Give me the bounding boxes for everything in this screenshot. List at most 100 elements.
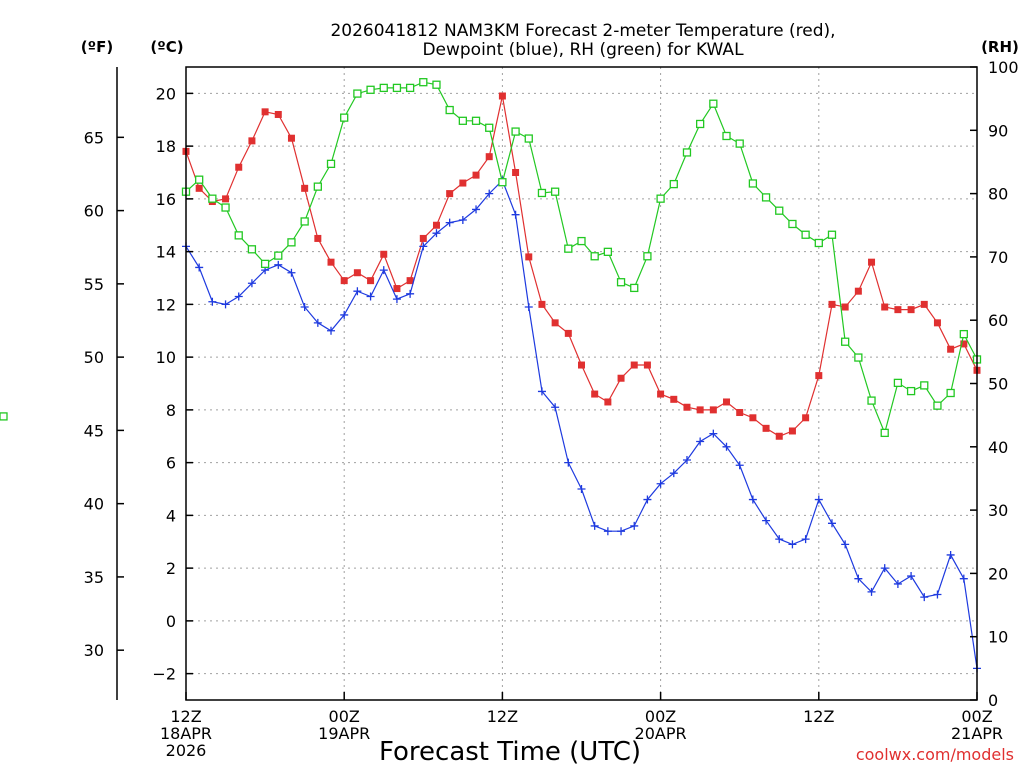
time-tick-label: 00Z: [645, 707, 676, 726]
dewpoint-point: [406, 289, 415, 298]
2-meter-temperature-point: [512, 169, 520, 176]
rh-tick-label: 100: [988, 58, 1019, 77]
rh-point: [392, 83, 402, 93]
2-meter-temperature-point: [380, 250, 388, 258]
rh-point: [616, 278, 626, 287]
dewpoint-point: [524, 303, 533, 312]
rh-point: [577, 236, 586, 246]
rh-point: [208, 194, 217, 203]
grid-lines: [185, 67, 978, 700]
2-meter-temperature-point: [933, 319, 941, 327]
dewpoint-point: [841, 540, 850, 549]
time-tick-label: 21APR: [951, 724, 1003, 743]
dewpoint-point: [340, 310, 349, 319]
rh-point: [854, 353, 863, 362]
rh-point: [933, 401, 942, 410]
dewpoint-line: [185, 179, 978, 669]
credit-text[interactable]: coolwx.com/models: [856, 745, 1014, 764]
rh-point: [445, 105, 454, 115]
dewpoint-point: [854, 574, 863, 583]
rh-tick-label: 60: [988, 311, 1008, 330]
2-meter-temperature-point: [353, 269, 361, 277]
dewpoint-point: [577, 485, 586, 493]
celsius-tick-label: 0: [166, 612, 176, 631]
dewpoint-point: [247, 279, 256, 288]
chart-title-line-1: 2026041812 NAM3KM Forecast 2-meter Tempe…: [330, 21, 835, 41]
2-meter-temperature-point: [630, 361, 638, 369]
celsius-tick-label: 2: [166, 559, 176, 578]
dewpoint-point: [722, 442, 731, 451]
rh-point: [682, 148, 692, 157]
dewpoint-point: [287, 268, 296, 277]
2-meter-temperature-point: [868, 258, 876, 266]
rh-point: [801, 230, 810, 239]
dewpoint-point: [709, 429, 718, 438]
dewpoint-point: [735, 461, 744, 470]
rh-point: [287, 238, 296, 247]
celsius-tick-label: −2: [152, 665, 176, 684]
fahrenheit-tick-label: 60: [84, 202, 104, 221]
dewpoint-point: [801, 535, 810, 544]
2-meter-temperature-point: [301, 184, 309, 192]
celsius-tick-label: 18: [156, 137, 176, 156]
dewpoint-point: [920, 593, 929, 602]
2-meter-temperature-point: [538, 300, 546, 308]
2-meter-temperature-point: [762, 424, 770, 432]
2-meter-temperature-point: [446, 190, 454, 198]
dewpoint-point: [353, 287, 362, 296]
time-tick-label: 00Z: [329, 707, 360, 726]
2-meter-temperature-point: [828, 300, 836, 308]
dewpoint-point: [814, 495, 823, 504]
fahrenheit-tick-label: 55: [84, 275, 104, 294]
2-meter-temperature-point: [222, 195, 230, 203]
dewpoint-point: [775, 535, 784, 544]
dewpoint-point: [748, 495, 757, 504]
rh-point: [920, 381, 929, 390]
rh-point: [274, 251, 283, 260]
rh-point: [880, 428, 889, 438]
2-meter-temperature-point: [736, 409, 744, 417]
dewpoint-point: [762, 516, 771, 525]
rh-tick-label: 70: [988, 248, 1008, 267]
rh-point: [946, 388, 955, 398]
dewpoint-point: [590, 521, 599, 530]
dewpoint-point: [300, 303, 309, 312]
rh-point: [260, 259, 270, 269]
rh-point: [471, 116, 481, 125]
dewpoint-point: [880, 564, 889, 573]
2-meter-temperature-point: [854, 287, 862, 295]
dewpoint-point: [208, 297, 217, 306]
rh-point: [0, 412, 8, 421]
dewpoint-point: [946, 550, 955, 559]
time-tick-label: 19APR: [318, 724, 370, 743]
rh-point: [906, 386, 916, 396]
2-meter-temperature-point: [643, 361, 651, 369]
rh-point: [498, 178, 507, 187]
2-meter-temperature-point: [723, 398, 731, 406]
time-tick-label: 2026: [166, 741, 207, 760]
rh-tick-label: 90: [988, 121, 1008, 140]
2-meter-temperature-point: [235, 163, 243, 171]
time-tick-label: 12Z: [803, 707, 834, 726]
dewpoint-point: [656, 479, 665, 488]
rh-tick-label: 40: [988, 438, 1008, 457]
celsius-unit-label: (ºC): [150, 38, 183, 56]
dewpoint-point: [867, 587, 876, 596]
dewpoint-point: [419, 242, 428, 251]
dewpoint-point: [603, 527, 612, 536]
rh-point: [761, 193, 771, 202]
rh-point: [696, 119, 705, 129]
dewpoint-series: [182, 176, 981, 673]
rh-point: [550, 187, 560, 196]
dewpoint-point: [564, 458, 573, 467]
rh-point: [603, 247, 613, 256]
2-meter-temperature-point: [261, 108, 269, 116]
plot-frame: [185, 66, 978, 701]
dewpoint-point: [472, 205, 481, 214]
dewpoint-point: [551, 403, 560, 412]
rh-point: [221, 203, 230, 212]
rh-point: [300, 217, 309, 226]
dewpoint-point: [617, 527, 626, 536]
time-tick-label: 00Z: [961, 707, 992, 726]
2-meter-temperature-point: [947, 345, 955, 353]
